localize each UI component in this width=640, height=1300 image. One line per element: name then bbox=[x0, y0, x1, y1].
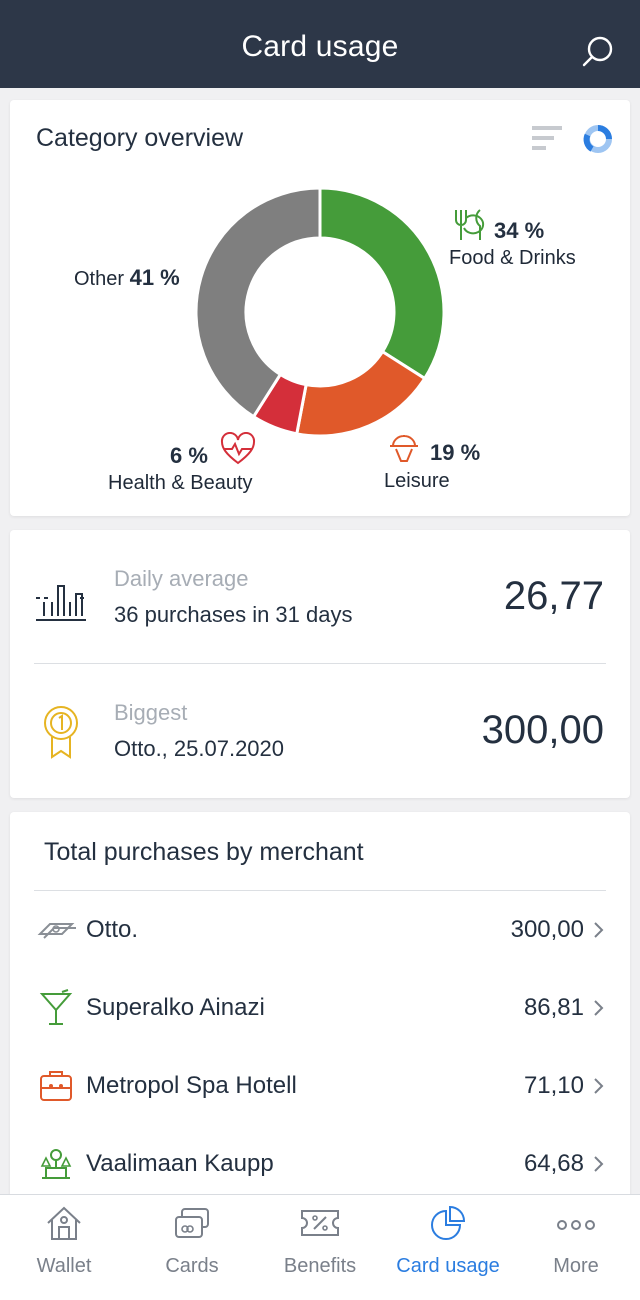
tab-label: Cards bbox=[165, 1255, 219, 1277]
tab-card-usage[interactable]: Card usage bbox=[384, 1195, 512, 1300]
other-category: Other 41 % bbox=[74, 265, 180, 291]
other-label: Other bbox=[74, 268, 125, 290]
tab-more[interactable]: More bbox=[512, 1195, 640, 1300]
pie-chart-icon bbox=[431, 1205, 466, 1240]
biggest-label: Biggest bbox=[114, 700, 188, 725]
merchant-name: Superalko Ainazi bbox=[86, 994, 265, 1021]
more-dots-icon bbox=[557, 1220, 595, 1230]
coupon-icon bbox=[301, 1210, 339, 1236]
donut-view-icon[interactable] bbox=[583, 125, 612, 153]
leisure-label: Leisure bbox=[384, 470, 450, 492]
tab-label: Wallet bbox=[36, 1255, 92, 1277]
leisure-percent: 19 % bbox=[430, 440, 481, 465]
merchants-title: Total purchases by merchant bbox=[44, 838, 364, 866]
merchants-card: Total purchases by merchant Otto. 300,00… bbox=[10, 812, 630, 1212]
health-beauty-percent: 6 % bbox=[170, 443, 208, 468]
other-percent: 41 % bbox=[129, 265, 180, 290]
biggest-sub: Otto., 25.07.2020 bbox=[114, 736, 285, 761]
merchants-divider bbox=[34, 890, 606, 891]
top-bar: Card usage bbox=[0, 0, 640, 88]
bottom-tab-bar: Wallet Cards Benefits Card usage bbox=[0, 1194, 640, 1300]
merchant-row[interactable]: Otto. 300,00 bbox=[10, 900, 630, 960]
tab-label: More bbox=[553, 1255, 599, 1277]
merchant-amount: 86,81 bbox=[523, 994, 584, 1021]
tab-wallet[interactable]: Wallet bbox=[0, 1195, 128, 1300]
chevron-right-icon bbox=[594, 922, 604, 938]
merchant-row[interactable]: Vaalimaan Kaupp 64,68 bbox=[10, 1134, 630, 1194]
merchant-amount: 64,68 bbox=[523, 1150, 584, 1177]
donut-slice-food-drinks bbox=[318, 186, 446, 381]
food-drinks-label: Food & Drinks bbox=[449, 247, 576, 269]
merchant-name: Otto. bbox=[86, 916, 139, 943]
daily-average-label: Daily average bbox=[114, 566, 249, 591]
cocktail-icon bbox=[39, 989, 73, 1025]
merchant-name: Vaalimaan Kaupp bbox=[86, 1150, 274, 1177]
search-icon[interactable] bbox=[578, 32, 618, 72]
scale-icon bbox=[40, 1149, 72, 1179]
cards-icon bbox=[175, 1208, 209, 1238]
tab-benefits[interactable]: Benefits bbox=[256, 1195, 384, 1300]
waiter-cloche-icon bbox=[390, 435, 418, 462]
heart-pulse-icon bbox=[220, 432, 256, 465]
stats-card: Daily average 36 purchases in 31 days 26… bbox=[10, 530, 630, 798]
daily-average-sub: 36 purchases in 31 days bbox=[114, 602, 353, 627]
merchant-row[interactable]: Superalko Ainazi 86,81 bbox=[10, 978, 630, 1038]
merchant-amount: 71,10 bbox=[523, 1072, 584, 1099]
money-bill-icon bbox=[37, 923, 76, 939]
chevron-right-icon bbox=[594, 1078, 604, 1094]
tab-label: Card usage bbox=[396, 1255, 500, 1277]
category-overview-card: Category overview 34 % Food & Drinks 19 … bbox=[10, 100, 630, 516]
merchant-row[interactable]: Metropol Spa Hotell 71,10 bbox=[10, 1056, 630, 1116]
category-overview-title: Category overview bbox=[36, 124, 244, 152]
daily-average-value: 26,77 bbox=[503, 574, 604, 618]
page-title: Card usage bbox=[241, 30, 399, 63]
bar-chart-icon bbox=[36, 585, 86, 621]
tab-label: Benefits bbox=[283, 1255, 357, 1277]
donut-slice-other bbox=[194, 186, 322, 419]
medal-icon bbox=[44, 706, 78, 759]
health-beauty-label: Health & Beauty bbox=[108, 472, 253, 494]
fork-knife-icon bbox=[455, 209, 485, 240]
home-icon bbox=[47, 1206, 81, 1240]
biggest-value: 300,00 bbox=[481, 708, 604, 752]
category-donut-chart bbox=[194, 186, 446, 438]
stats-divider bbox=[34, 663, 606, 664]
merchant-name: Metropol Spa Hotell bbox=[86, 1072, 297, 1099]
suitcase-icon bbox=[40, 1071, 72, 1101]
chevron-right-icon bbox=[594, 1156, 604, 1172]
view-toggle[interactable] bbox=[532, 122, 612, 158]
tab-cards[interactable]: Cards bbox=[128, 1195, 256, 1300]
merchant-amount: 300,00 bbox=[510, 916, 584, 943]
food-drinks-percent: 34 % bbox=[494, 218, 545, 243]
chevron-right-icon bbox=[594, 1000, 604, 1016]
list-view-icon[interactable] bbox=[532, 126, 562, 150]
